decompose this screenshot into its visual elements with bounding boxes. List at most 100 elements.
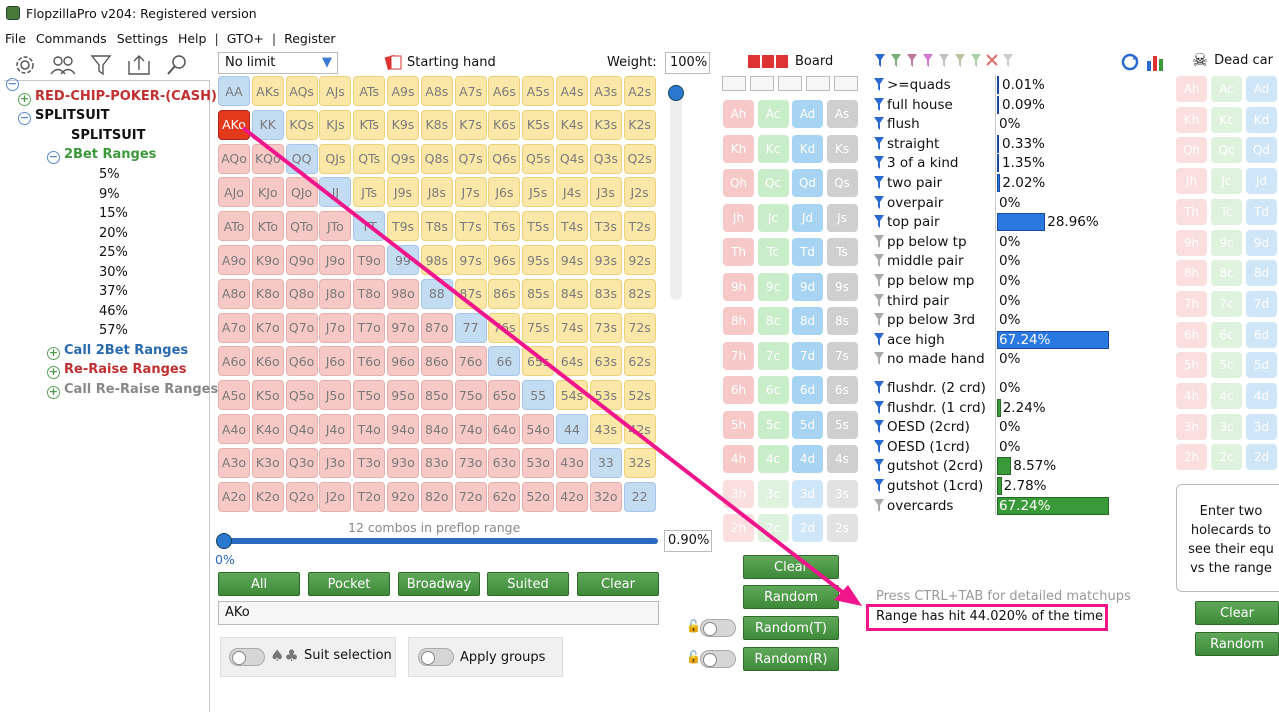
dead-card-qd[interactable]: Qd	[1246, 137, 1277, 164]
board-card-8d[interactable]: 8d	[792, 307, 823, 335]
board-card-5h[interactable]: 5h	[723, 410, 754, 439]
hand-cell-95o[interactable]: 95o	[387, 380, 419, 411]
hand-cell-54o[interactable]: 54o	[522, 414, 555, 444]
hand-cell-65s[interactable]: 65s	[522, 346, 555, 377]
stat-row[interactable]: overpair	[874, 195, 943, 211]
hand-cell-97o[interactable]: 97o	[387, 312, 419, 343]
stat-row[interactable]: flushdr. (2 crd)	[874, 380, 986, 396]
filter-icon[interactable]	[86, 52, 116, 78]
colored-filter-icons[interactable]	[874, 53, 1014, 69]
hand-cell-62s[interactable]: 62s	[623, 346, 656, 377]
hand-cell-ajs[interactable]: AJs	[319, 76, 352, 106]
board-slot[interactable]	[834, 76, 858, 91]
board-card-td[interactable]: Td	[792, 238, 823, 266]
hand-cell-q4o[interactable]: Q4o	[285, 414, 318, 444]
filter-icon[interactable]	[874, 156, 884, 170]
filter-icon[interactable]	[874, 274, 884, 287]
hand-cell-94s[interactable]: 94s	[556, 245, 588, 275]
collapse-icon[interactable]: −	[18, 111, 31, 125]
tree-item-red-chip[interactable]: + RED-CHIP-POKER-(CASH)	[18, 89, 217, 106]
hand-cell-k4s[interactable]: K4s	[556, 109, 588, 140]
hand-cell-a6o[interactable]: A6o	[218, 346, 250, 377]
hand-cell-a8s[interactable]: A8s	[420, 76, 453, 106]
filter-icon[interactable]	[874, 400, 884, 414]
hand-cell-55[interactable]: 55	[522, 380, 555, 411]
board-card-2h[interactable]: 2h	[723, 514, 754, 542]
dead-card-8h[interactable]: 8h	[1176, 260, 1207, 287]
board-card-3c[interactable]: 3c	[757, 479, 789, 508]
apply-groups-toggle[interactable]	[418, 648, 454, 666]
hand-cell-73o[interactable]: 73o	[454, 447, 487, 478]
hand-cell-k2o[interactable]: K2o	[251, 481, 284, 512]
search-icon[interactable]	[162, 52, 192, 78]
board-card-3h[interactable]: 3h	[723, 479, 754, 508]
board-card-8c[interactable]: 8c	[757, 307, 789, 335]
stat-row[interactable]: flush	[874, 116, 920, 132]
hand-cell-96o[interactable]: 96o	[387, 346, 419, 377]
hand-cell-t4o[interactable]: T4o	[353, 414, 386, 444]
hand-cell-k5o[interactable]: K5o	[251, 380, 284, 411]
menu-help[interactable]: Help	[177, 30, 207, 46]
hand-cell-75s[interactable]: 75s	[522, 312, 555, 343]
hand-cell-j9o[interactable]: J9o	[319, 245, 352, 275]
hand-cell-qq[interactable]: QQ	[285, 143, 318, 174]
hand-cell-k6s[interactable]: K6s	[488, 109, 521, 140]
board-card-4s[interactable]: 4s	[826, 445, 858, 473]
expand-icon[interactable]: +	[18, 92, 31, 106]
stat-row[interactable]: overcards	[874, 498, 953, 514]
filter-icon[interactable]	[874, 78, 884, 91]
board-card-ad[interactable]: Ad	[792, 100, 823, 128]
stat-row[interactable]: pp below mp	[874, 273, 974, 289]
hand-cell-k7s[interactable]: K7s	[454, 109, 487, 140]
hand-cell-42o[interactable]: 42o	[556, 481, 588, 512]
dead-card-tc[interactable]: Tc	[1211, 198, 1242, 225]
hand-cell-k8s[interactable]: K8s	[420, 109, 453, 140]
hand-cell-t7o[interactable]: T7o	[353, 312, 386, 343]
hand-cell-52o[interactable]: 52o	[522, 481, 555, 512]
hand-cell-93o[interactable]: 93o	[387, 447, 419, 478]
stat-row[interactable]: pp below 3rd	[874, 312, 975, 328]
hand-cell-a2s[interactable]: A2s	[623, 76, 656, 106]
hand-cell-j6s[interactable]: J6s	[488, 177, 521, 208]
hand-cell-76s[interactable]: 76s	[488, 312, 521, 343]
hand-cell-q4s[interactable]: Q4s	[556, 143, 588, 174]
tree-item-2bet-range[interactable]: 5%	[99, 167, 120, 182]
hand-cell-k2s[interactable]: K2s	[623, 109, 656, 140]
stat-row[interactable]: gutshot (1crd)	[874, 478, 983, 494]
hand-cell-98s[interactable]: 98s	[420, 245, 453, 275]
stat-row[interactable]: OESD (2crd)	[874, 419, 970, 435]
suited-button[interactable]: Suited	[487, 572, 569, 596]
expand-icon[interactable]: +	[47, 385, 60, 399]
board-card-9h[interactable]: 9h	[723, 272, 754, 301]
dead-card-jc[interactable]: Jc	[1211, 168, 1242, 195]
hand-cell-a4o[interactable]: A4o	[218, 414, 250, 444]
hand-cell-a6s[interactable]: A6s	[488, 76, 521, 106]
hand-cell-t2o[interactable]: T2o	[353, 481, 386, 512]
expand-icon[interactable]: +	[47, 365, 60, 379]
hand-cell-k9s[interactable]: K9s	[387, 109, 419, 140]
hand-cell-q9o[interactable]: Q9o	[285, 245, 318, 275]
menu-settings[interactable]: Settings	[116, 30, 168, 46]
hand-cell-32o[interactable]: 32o	[589, 481, 622, 512]
dead-card-qc[interactable]: Qc	[1211, 137, 1242, 164]
board-card-qs[interactable]: Qs	[826, 169, 858, 197]
hand-cell-72o[interactable]: 72o	[454, 481, 487, 512]
hand-cell-q2s[interactable]: Q2s	[623, 143, 656, 174]
hand-cell-aqs[interactable]: AQs	[285, 76, 318, 106]
hand-cell-q8o[interactable]: Q8o	[285, 278, 318, 309]
dead-clear-button[interactable]: Clear	[1195, 601, 1279, 625]
tree-item-call-2bet[interactable]: + Call 2Bet Ranges	[47, 343, 189, 360]
hand-cell-95s[interactable]: 95s	[522, 245, 555, 275]
hand-cell-j4s[interactable]: J4s	[556, 177, 588, 208]
board-card-4h[interactable]: 4h	[723, 445, 754, 473]
hand-cell-87s[interactable]: 87s	[454, 278, 487, 309]
hand-cell-t5o[interactable]: T5o	[353, 380, 386, 411]
hand-cell-qjs[interactable]: QJs	[319, 143, 352, 174]
hand-cell-k3o[interactable]: K3o	[251, 447, 284, 478]
hand-cell-k6o[interactable]: K6o	[251, 346, 284, 377]
hand-cell-q7s[interactable]: Q7s	[454, 143, 487, 174]
suit-selection-toggle[interactable]	[229, 648, 265, 666]
hand-cell-a4s[interactable]: A4s	[556, 76, 588, 106]
dead-card-kc[interactable]: Kc	[1211, 106, 1242, 133]
filter-icon[interactable]	[874, 420, 884, 434]
